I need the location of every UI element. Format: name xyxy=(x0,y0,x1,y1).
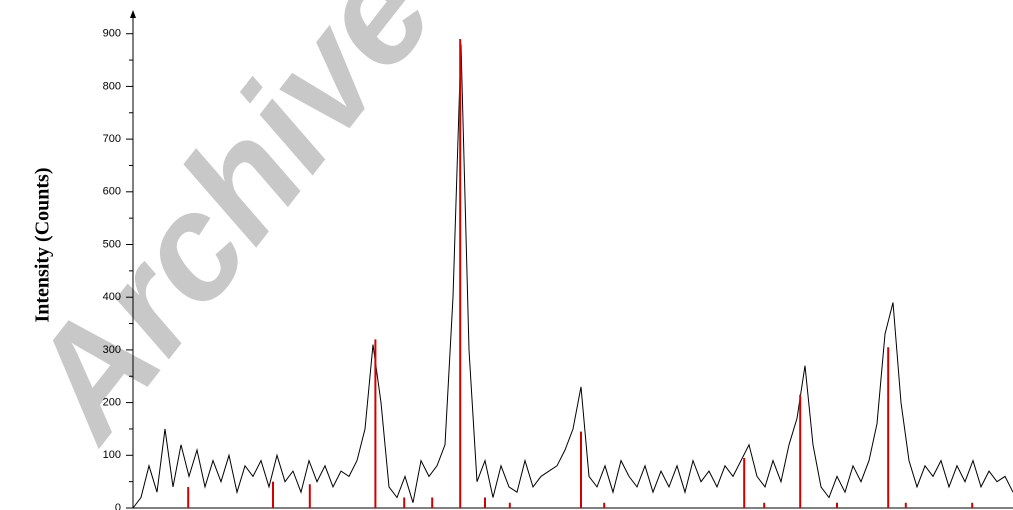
y-tick-label: 600 xyxy=(103,186,121,198)
y-tick-label: 800 xyxy=(103,80,121,92)
y-tick-label: 200 xyxy=(103,397,121,409)
y-axis-label: Intensity (Counts) xyxy=(32,167,54,322)
axis-arrow xyxy=(130,10,136,18)
watermark: Archive xyxy=(0,0,465,470)
y-tick-label: 500 xyxy=(103,238,121,250)
y-tick-label: 100 xyxy=(103,449,121,461)
y-tick-label: 900 xyxy=(103,28,121,40)
y-tick-label: 0 xyxy=(115,502,121,510)
chart: Archive Intensity (Counts) 0 100 200 300 400… xyxy=(0,0,1013,510)
y-tick-label: 700 xyxy=(103,133,121,145)
y-tick-label: 300 xyxy=(103,344,121,356)
y-tick-label: 400 xyxy=(103,291,121,303)
